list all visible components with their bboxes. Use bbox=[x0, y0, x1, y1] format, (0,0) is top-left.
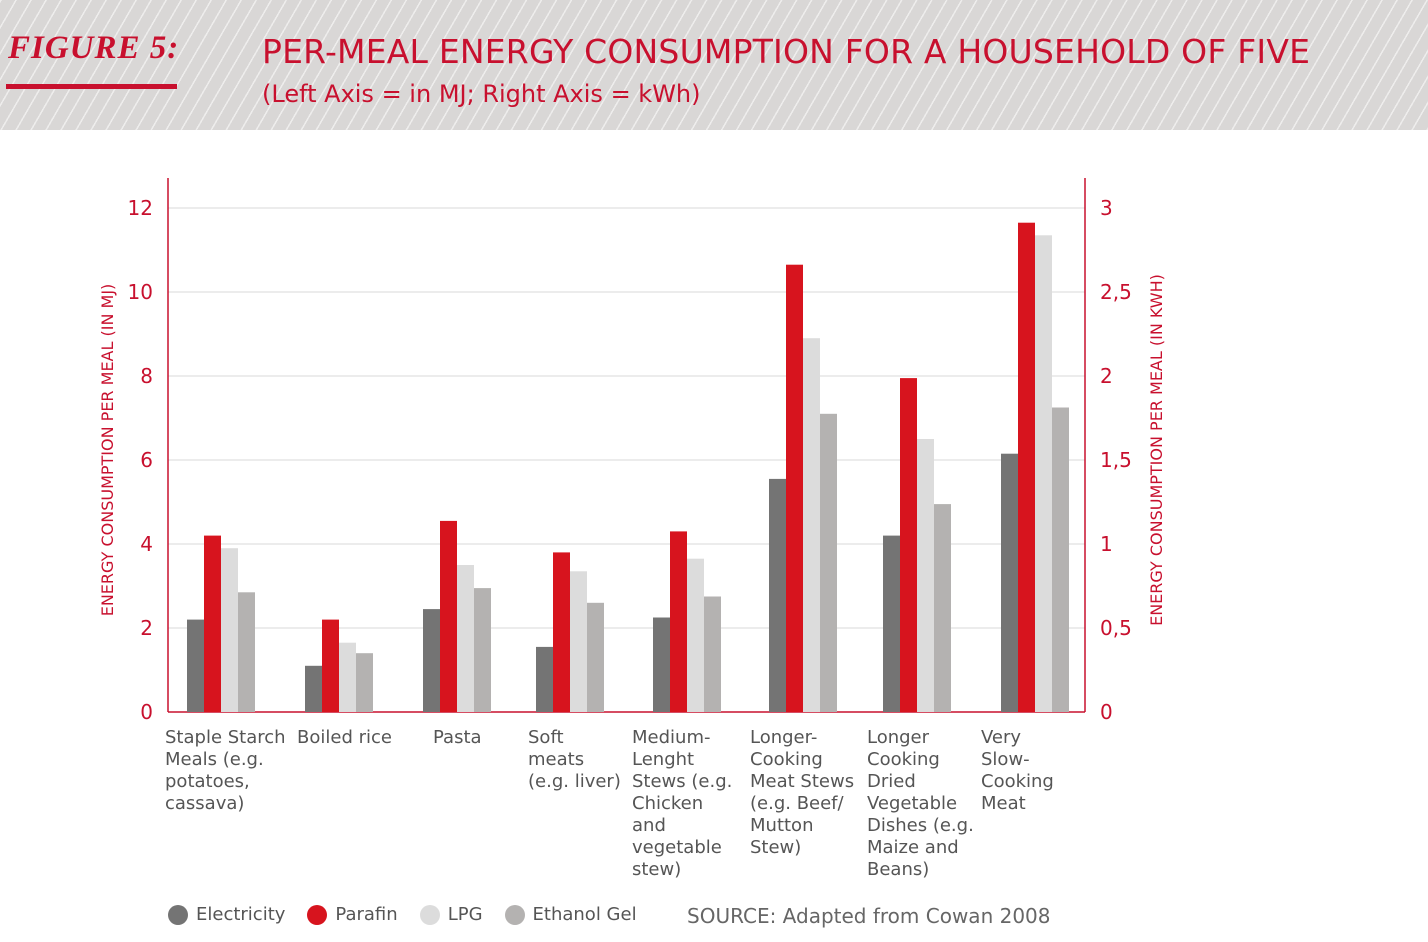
bar-electricity bbox=[536, 646, 553, 712]
x-category-label: Boiled rice bbox=[297, 727, 392, 748]
y-tick-label-left: 2 bbox=[140, 616, 153, 640]
bar-parafin bbox=[670, 531, 687, 712]
bar-parafin bbox=[440, 520, 457, 712]
legend-swatch-electricity bbox=[168, 904, 188, 925]
bar-ethanol-gel bbox=[704, 596, 721, 712]
bar-lpg bbox=[457, 565, 474, 712]
chart-subtitle: (Left Axis = in MJ; Right Axis = kWh) bbox=[262, 80, 701, 108]
x-category-label: Medium-Lenght Stews (e.g. Chicken and vegeta… bbox=[632, 727, 732, 880]
bar-electricity bbox=[653, 617, 670, 712]
x-category-label: Staple Starch Meals (e.g. potatoes, cassava… bbox=[165, 727, 286, 814]
bar-parafin bbox=[322, 619, 339, 712]
bar-ethanol-gel bbox=[1052, 407, 1069, 712]
x-category-label: Soft meats (e.g. liver) bbox=[528, 727, 621, 792]
legend-swatch-ethanol-gel bbox=[504, 904, 525, 925]
bar-parafin bbox=[900, 378, 917, 712]
legend-item-ethanol-gel: Ethanol Gel bbox=[504, 904, 637, 925]
y-axis-title-right: ENERGY CONSUMPTION PER MEAL (IN KWH) bbox=[1147, 274, 1166, 626]
x-category-label: Very Slow-Cooking Meat bbox=[981, 727, 1054, 814]
source-note: SOURCE: Adapted from Cowan 2008 bbox=[687, 904, 1051, 928]
legend-item-electricity: Electricity bbox=[168, 904, 285, 925]
bar-ethanol-gel bbox=[238, 592, 255, 712]
x-category-label: Longer-Cooking Meat Stews (e.g. Beef/Mutto… bbox=[750, 727, 854, 858]
bar-chart: 0 2 4 6 8 10 12 0 0,5 1 1,5 2 2,5 3 ENERGY CONSUMPTION… bbox=[98, 178, 1166, 880]
y-axis-title-left: ENERGY CONSUMPTION PER MEAL (IN MJ) bbox=[98, 284, 117, 617]
chart-legend: Electricity Parafin LPG Ethanol Gel bbox=[168, 904, 659, 925]
legend-label-electricity: Electricity bbox=[196, 904, 286, 925]
bar-lpg bbox=[917, 439, 934, 712]
bar-electricity bbox=[1001, 453, 1018, 712]
bar-electricity bbox=[423, 609, 440, 712]
bar-lpg bbox=[339, 642, 356, 712]
figure-label: FIGURE 5: bbox=[8, 30, 180, 66]
bar-ethanol-gel bbox=[587, 602, 604, 712]
bar-electricity bbox=[769, 478, 786, 712]
bar-electricity bbox=[883, 535, 900, 712]
bar-ethanol-gel bbox=[820, 413, 837, 712]
y-tick-label-right: 2,5 bbox=[1100, 280, 1132, 304]
bar-lpg bbox=[1035, 235, 1052, 713]
y-tick-label-left: 0 bbox=[140, 700, 153, 724]
bar-ethanol-gel bbox=[934, 504, 951, 712]
y-tick-label-left: 8 bbox=[140, 364, 153, 388]
x-category-label: Longer Cooking Dried Vegetable Dishes (e.g. M… bbox=[867, 727, 974, 880]
bar-ethanol-gel bbox=[474, 588, 491, 712]
bar-parafin bbox=[786, 264, 803, 712]
legend-swatch-lpg bbox=[419, 904, 440, 925]
legend-label-parafin: Parafin bbox=[335, 904, 398, 925]
y-tick-label-right: 3 bbox=[1100, 196, 1113, 220]
figure-label-underline bbox=[6, 84, 177, 89]
bar-lpg bbox=[570, 571, 587, 712]
legend-item-parafin: Parafin bbox=[307, 904, 398, 925]
legend-swatch-parafin bbox=[307, 904, 328, 925]
legend-item-lpg: LPG bbox=[419, 904, 483, 925]
y-tick-label-right: 0,5 bbox=[1100, 616, 1132, 640]
y-tick-label-left: 12 bbox=[128, 196, 153, 220]
y-tick-label-right: 1,5 bbox=[1100, 448, 1132, 472]
bar-parafin bbox=[1018, 222, 1035, 712]
bar-electricity bbox=[187, 619, 204, 712]
bar-electricity bbox=[305, 665, 322, 712]
y-tick-label-left: 4 bbox=[140, 532, 153, 556]
bar-parafin bbox=[204, 535, 221, 712]
y-tick-label-right: 0 bbox=[1100, 700, 1113, 724]
legend-label-lpg: LPG bbox=[447, 904, 483, 925]
y-tick-label-left: 10 bbox=[128, 280, 153, 304]
bar-ethanol-gel bbox=[356, 653, 373, 712]
bar-lpg bbox=[803, 338, 820, 712]
legend-label-ethanol-gel: Ethanol Gel bbox=[532, 904, 637, 925]
y-tick-label-right: 1 bbox=[1100, 532, 1113, 556]
bar-lpg bbox=[221, 548, 238, 712]
chart-title: PER-MEAL ENERGY CONSUMPTION FOR A HOUSEH… bbox=[262, 32, 1311, 71]
y-tick-label-left: 6 bbox=[140, 448, 153, 472]
x-category-label: Pasta bbox=[433, 727, 482, 748]
bar-parafin bbox=[553, 552, 570, 712]
bar-lpg bbox=[687, 558, 704, 712]
y-tick-label-right: 2 bbox=[1100, 364, 1113, 388]
header-banner: FIGURE 5: PER-MEAL ENERGY CONSUMPTION FO… bbox=[0, 0, 1428, 130]
